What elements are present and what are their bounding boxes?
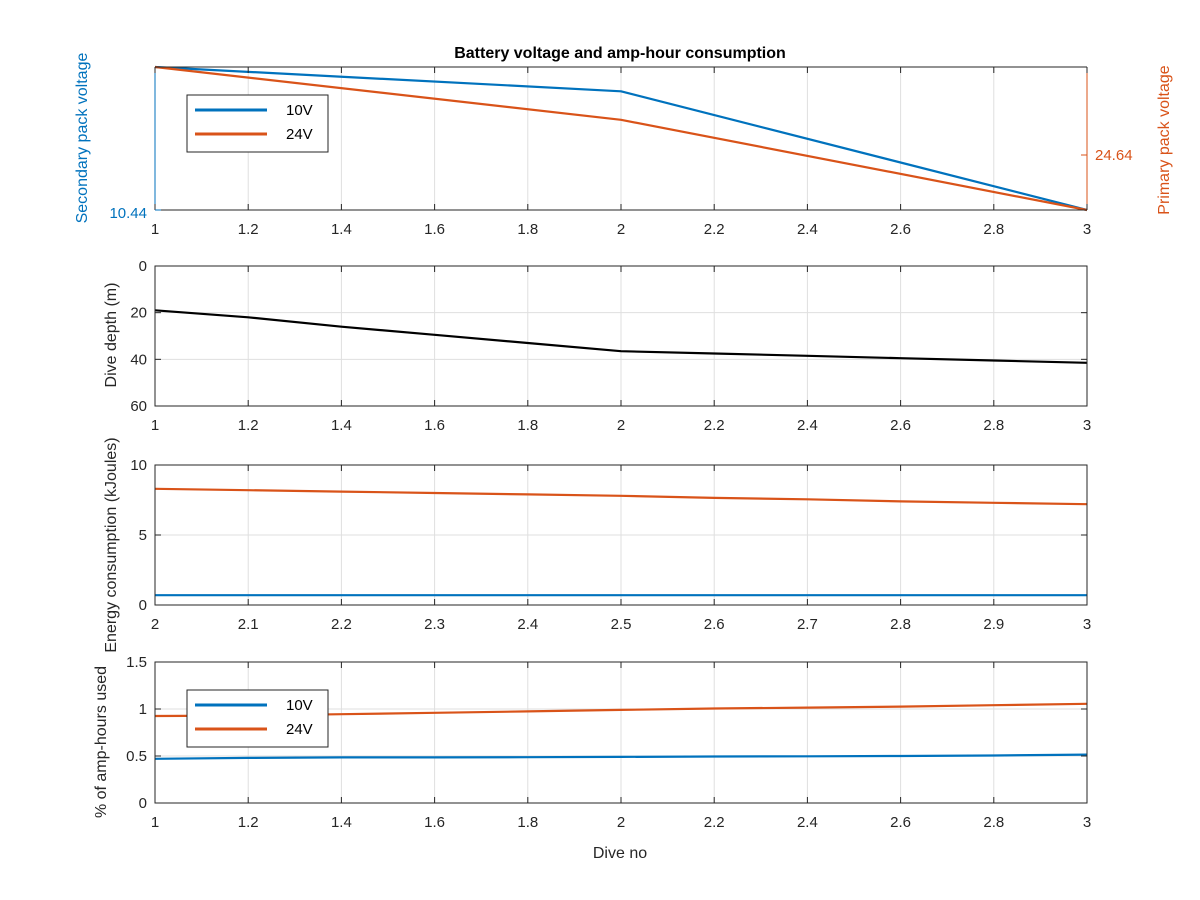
y-tick-label: 40 [130,351,147,368]
x-tick-label: 2 [151,616,159,633]
y-tick-label: 1 [139,701,147,718]
x-tick-label: 2.2 [331,616,352,633]
x-tick-label: 1 [151,814,159,831]
x-tick-label: 3 [1083,814,1091,831]
x-tick-label: 1.8 [517,221,538,238]
right-y-tick-label: 24.64 [1095,147,1133,164]
legend-label-10v: 10V [286,697,313,714]
x-tick-label: 1.2 [238,221,259,238]
amp-hours-panel: 1 1.2 1.4 1.6 1.8 2 2.2 2.4 2.6 2.8 3 0 0.5 1 1.5 % of… [93,654,1091,862]
x-tick-label: 2 [617,221,625,238]
x-tick-label: 1.8 [517,417,538,434]
x-tick-label: 1.6 [424,417,445,434]
y-tick-label: 20 [130,305,147,322]
series-line-10v [154,65,1088,212]
right-y-axis-label: Primary pack voltage [1156,65,1173,214]
x-tick-label: 2.9 [983,616,1004,633]
y-tick-label: 10 [130,457,147,474]
depth-panel: 1 1.2 1.4 1.6 1.8 2 2.2 2.4 2.6 2.8 3 0 20 40 60 Dive … [103,258,1091,434]
energy-y-axis-label: Energy consumption (kJoules) [103,437,120,652]
x-tick-label: 2.4 [517,616,538,633]
x-tick-label: 2.4 [797,221,818,238]
amp-hours-legend: 10V 24V [186,689,329,748]
legend-box [186,94,329,153]
legend-box [186,689,329,748]
x-tick-label: 2.3 [424,616,445,633]
legend-label-24v: 24V [286,126,313,143]
voltage-panel: 1 1.2 1.4 1.6 1.8 2 2.2 2.4 2.6 2.8 3 10.44 24.64 Ba… [74,45,1173,238]
x-tick-label: 1 [151,221,159,238]
x-tick-label: 2.5 [611,616,632,633]
series-line-0 [154,309,1088,364]
depth-y-axis-label: Dive depth (m) [103,283,120,388]
chart-title: Battery voltage and amp-hour consumption [454,45,786,62]
amp-hours-y-axis-label: % of amp-hours used [93,666,110,818]
left-y-tick-label: 10.44 [109,205,147,222]
x-tick-label: 1.6 [424,814,445,831]
x-tick-label: 2.8 [890,616,911,633]
x-tick-label: 2.2 [704,417,725,434]
x-tick-label: 2.6 [704,616,725,633]
x-tick-label: 3 [1083,417,1091,434]
x-tick-label: 3 [1083,221,1091,238]
x-tick-label: 2.6 [890,814,911,831]
x-tick-label: 2.2 [704,814,725,831]
voltage-legend: 10V 24V [186,94,329,153]
x-tick-label: 1 [151,417,159,434]
x-tick-label: 1.4 [331,221,352,238]
series-line-10v [154,753,1088,760]
y-tick-label: 0 [139,258,147,275]
x-tick-label: 2.4 [797,814,818,831]
legend-label-10v: 10V [286,102,313,119]
x-tick-label: 2.4 [797,417,818,434]
plot-layer: 1 1.2 1.4 1.6 1.8 2 2.2 2.4 2.6 2.8 3 0 20 40 60 [130,258,1091,434]
x-tick-label: 2 [617,417,625,434]
x-tick-label: 2.2 [704,221,725,238]
left-y-axis-label: Secondary pack voltage [74,53,91,224]
y-tick-label: 0.5 [126,748,147,765]
plot-layer: 2 2.1 2.2 2.3 2.4 2.5 2.6 2.7 2.8 2.9 3 0 5 10 [130,457,1091,633]
legend-label-24v: 24V [286,721,313,738]
x-tick-label: 2.8 [983,417,1004,434]
x-tick-label: 2 [617,814,625,831]
x-tick-label: 3 [1083,616,1091,633]
x-tick-label: 2.6 [890,221,911,238]
x-tick-label: 1.6 [424,221,445,238]
x-tick-label: 2.8 [983,221,1004,238]
y-tick-label: 60 [130,398,147,415]
energy-panel: 2 2.1 2.2 2.3 2.4 2.5 2.6 2.7 2.8 2.9 3 0 5 10 Energy… [103,437,1091,652]
x-tick-label: 2.7 [797,616,818,633]
series-line-24v [154,65,1088,212]
x-tick-label: 2.1 [238,616,259,633]
y-tick-label: 1.5 [126,654,147,671]
x-axis-label: Dive no [593,845,647,862]
x-tick-label: 1.4 [331,417,352,434]
x-tick-label: 2.8 [983,814,1004,831]
x-tick-label: 1.2 [238,417,259,434]
y-tick-label: 0 [139,795,147,812]
x-tick-label: 2.6 [890,417,911,434]
x-tick-label: 1.2 [238,814,259,831]
y-tick-label: 5 [139,527,147,544]
x-tick-label: 1.8 [517,814,538,831]
x-tick-label: 1.4 [331,814,352,831]
series-line-0 [154,487,1088,506]
y-tick-label: 0 [139,597,147,614]
